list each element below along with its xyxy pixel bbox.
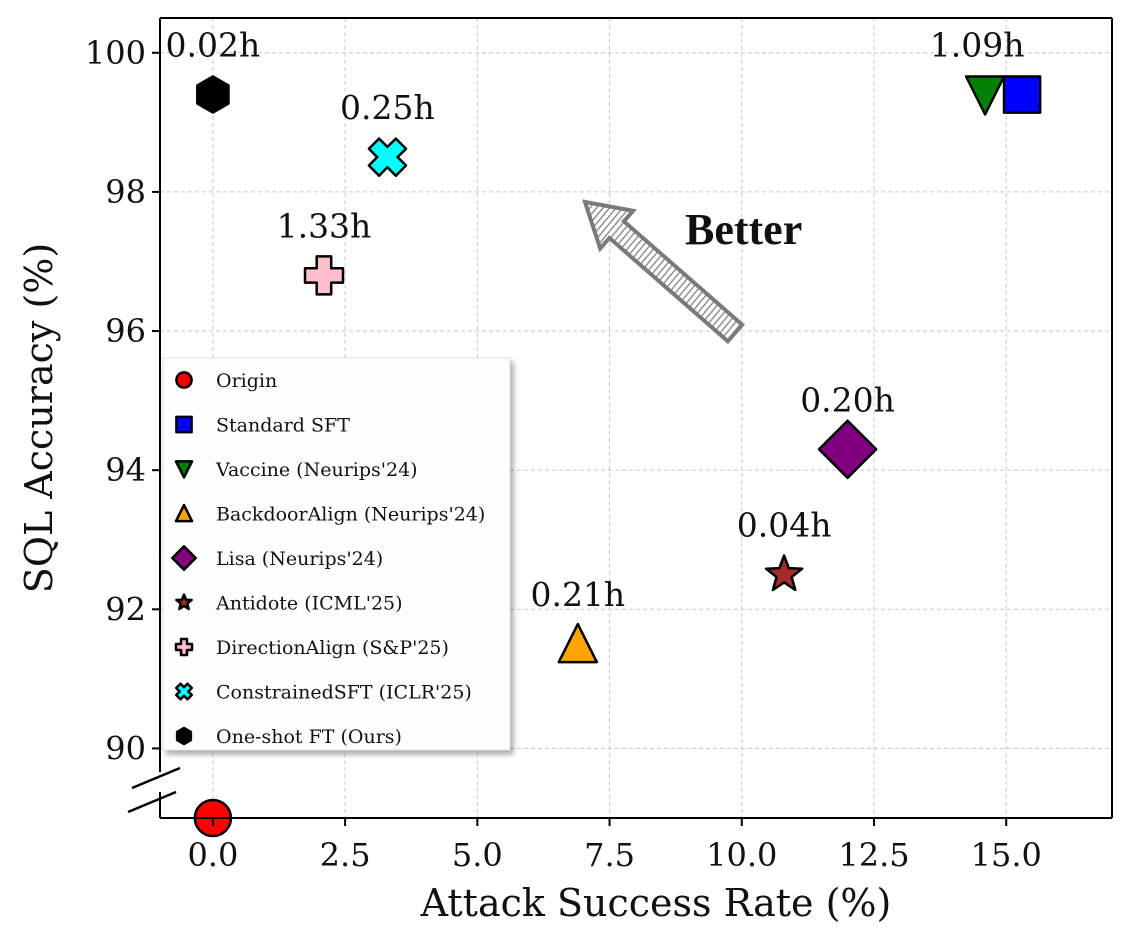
x-tick-label: 7.5 — [584, 836, 635, 874]
time-label: 0.25h — [340, 88, 435, 127]
time-label: 1.09h — [930, 26, 1025, 65]
better-annotation: Better — [685, 205, 802, 254]
legend-label: One-shot FT (Ours) — [216, 726, 402, 748]
y-axis-title: SQL Accuracy (%) — [17, 243, 61, 593]
legend-label: DirectionAlign (S&P'25) — [216, 637, 449, 659]
better-arrow-shape — [582, 199, 746, 345]
legend-label: Standard SFT — [216, 415, 350, 437]
legend-label: ConstrainedSFT (ICLR'25) — [216, 682, 472, 704]
legend-marker-triangle-down — [174, 460, 194, 479]
legend-marker-plus — [174, 637, 194, 657]
x-tick-label: 12.5 — [838, 836, 909, 874]
x-tick-label: 5.0 — [452, 836, 503, 874]
y-tick-label: 92 — [105, 590, 146, 628]
point-diamond — [817, 419, 878, 480]
better-arrow: Better — [582, 199, 802, 345]
legend-marker-hexagon — [175, 726, 193, 746]
axes: 0.0 2.5 5.0 7.5 10.0 12.5 15.0 90 92 94 96 98 100 Att… — [17, 17, 1113, 925]
point-triangle-up — [557, 622, 599, 664]
legend-label: Lisa (Neurips'24) — [216, 548, 383, 570]
y-tick-label: 96 — [105, 312, 146, 350]
y-tick-label: 98 — [105, 173, 146, 211]
y-tick-label: 100 — [85, 34, 146, 72]
point-triangle-down — [964, 75, 1006, 116]
x-tick-label: 15.0 — [971, 836, 1042, 874]
x-axis-title: Attack Success Rate (%) — [420, 881, 892, 925]
time-label: 0.02h — [166, 26, 261, 65]
point-star — [764, 554, 804, 592]
point-plus — [303, 255, 345, 296]
legend-marker-diamond — [171, 545, 197, 571]
legend-label: BackdoorAlign (Neurips'24) — [216, 504, 485, 526]
time-label: 0.21h — [530, 575, 625, 614]
time-label: 1.33h — [277, 206, 372, 245]
x-tick-label: 10.0 — [706, 836, 777, 874]
legend-box — [162, 357, 511, 751]
legend-marker-square — [175, 415, 193, 434]
legend: Origin Standard SFT Vaccine (Neurips'24) Ba… — [162, 357, 511, 751]
point-x — [367, 137, 408, 177]
time-labels: 1.09h 0.21h 0.20h 0.04h 1.33h 0.25h 0.02h — [166, 26, 1025, 615]
legend-marker-circle — [175, 371, 193, 389]
legend-label: Origin — [216, 370, 277, 392]
x-tick-label: 0.0 — [187, 836, 238, 874]
legend-marker-star — [175, 593, 193, 611]
axis-break-mark — [127, 790, 177, 814]
y-tick-label: 90 — [105, 729, 146, 767]
y-tick-label: 94 — [105, 451, 146, 489]
point-square — [1002, 75, 1042, 114]
time-label: 0.20h — [800, 380, 895, 419]
x-tick-label: 2.5 — [320, 836, 371, 874]
legend-marker-triangle-up — [174, 503, 194, 523]
axis-break-mark — [131, 766, 181, 790]
legend-label: Vaccine (Neurips'24) — [215, 459, 418, 481]
point-hexagon — [196, 75, 230, 114]
time-label: 0.04h — [737, 506, 832, 545]
legend-marker-x — [174, 682, 194, 701]
legend-label: Antidote (ICML'25) — [215, 593, 403, 615]
grid-lines — [160, 18, 1112, 818]
